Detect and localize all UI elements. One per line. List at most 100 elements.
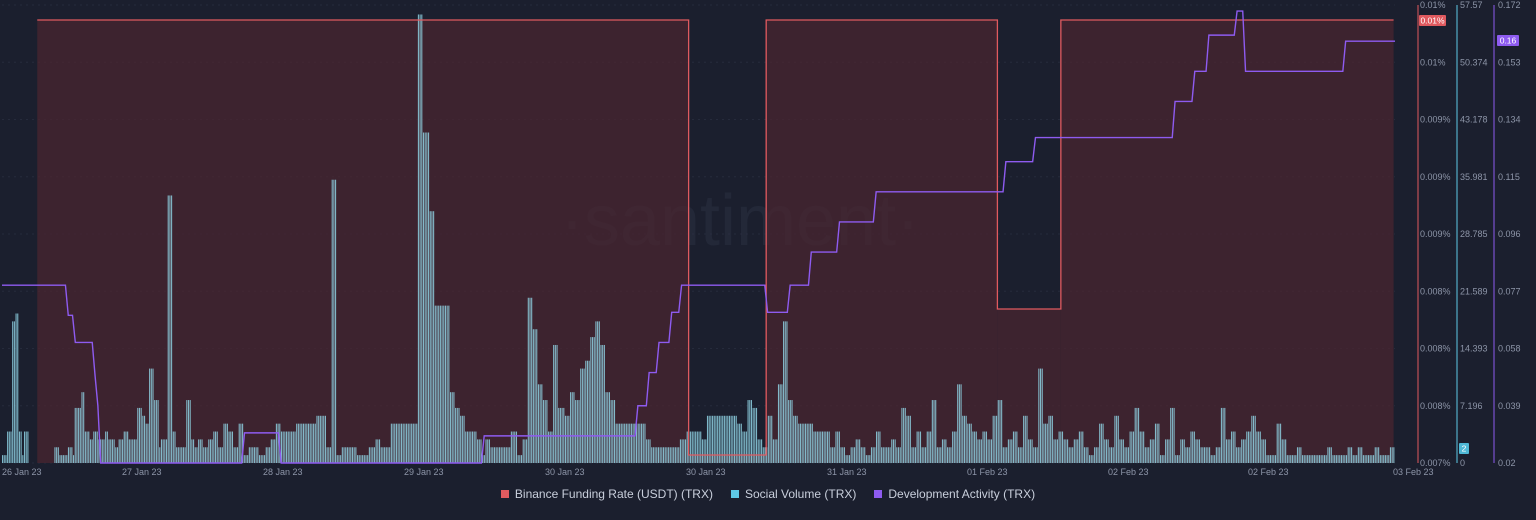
social-volume-bar <box>1117 415 1119 463</box>
x-axis-tick-label: 29 Jan 23 <box>404 467 444 477</box>
social-volume-bar <box>267 447 269 463</box>
social-volume-bar <box>1254 415 1256 463</box>
social-volume-bar <box>88 431 90 463</box>
social-volume-bar <box>460 415 462 463</box>
social-volume-bar <box>1327 447 1329 463</box>
social-volume-bar <box>73 455 75 463</box>
legend-item-social-volume[interactable]: Social Volume (TRX) <box>730 487 856 501</box>
social-volume-bar <box>806 423 808 463</box>
social-volume-bar <box>416 423 418 463</box>
social-volume-bar <box>1263 439 1265 463</box>
legend-item-funding-rate[interactable]: Binance Funding Rate (USDT) (TRX) <box>500 487 713 501</box>
social-volume-bar <box>1188 447 1190 463</box>
social-volume-bar <box>375 439 377 463</box>
social-volume-bar <box>1349 447 1351 463</box>
funding-rate-line <box>37 19 1394 456</box>
social-volume-bar <box>187 400 190 463</box>
social-volume-bar <box>1307 455 1309 463</box>
social-volume-bar <box>1165 439 1167 463</box>
social-volume-bar <box>1190 431 1192 463</box>
social-volume-bar <box>943 439 945 463</box>
social-volume-bar <box>336 455 338 463</box>
social-volume-bar <box>258 455 261 463</box>
social-volume-bar <box>1080 431 1082 463</box>
social-volume-bar <box>1356 455 1358 463</box>
social-volume-bar <box>872 447 874 463</box>
social-volume-bar <box>74 407 76 463</box>
social-volume-bar <box>368 447 370 463</box>
social-volume-bar <box>56 447 58 463</box>
social-volume-bar <box>531 297 533 463</box>
social-volume-bar <box>876 431 878 463</box>
social-volume-bar <box>575 400 577 463</box>
social-volume-bar <box>1132 431 1135 463</box>
social-volume-bar <box>541 384 543 463</box>
social-volume-bar <box>813 431 815 463</box>
social-volume-bar <box>691 431 693 463</box>
legend-item-development-activity[interactable]: Development Activity (TRX) <box>874 487 1035 501</box>
social-volume-bar <box>791 400 793 463</box>
social-volume-bar <box>400 423 403 463</box>
social-volume-bar <box>938 447 940 463</box>
x-axis-tick-label: 03 Feb 23 <box>1393 467 1434 477</box>
social-volume-bar <box>1335 455 1337 463</box>
social-volume-bar <box>551 431 553 463</box>
social-volume-bar <box>1369 455 1371 463</box>
social-volume-axis-tick: 21.589 <box>1460 286 1488 296</box>
social-volume-bar <box>1100 423 1102 463</box>
social-volume-bar <box>568 415 570 463</box>
social-volume-bar <box>490 447 492 463</box>
social-volume-bar <box>1318 455 1321 463</box>
social-volume-bar <box>123 431 125 463</box>
social-volume-bar <box>625 423 627 463</box>
social-volume-bar <box>122 439 124 463</box>
social-volume-bar <box>397 423 399 463</box>
social-volume-bar <box>343 447 345 463</box>
social-volume-bar <box>619 423 621 463</box>
social-volume-bar <box>644 423 646 463</box>
social-volume-bar <box>1036 447 1038 463</box>
social-volume-bar <box>216 431 218 463</box>
social-volume-bar <box>497 447 499 463</box>
social-volume-bar <box>247 455 249 463</box>
social-volume-bar <box>221 447 223 463</box>
social-volume-bar <box>1068 447 1070 463</box>
social-volume-bar <box>879 431 881 463</box>
social-volume-bar <box>1029 439 1031 463</box>
social-volume-bar <box>282 431 284 463</box>
social-volume-bar <box>639 423 641 463</box>
social-volume-bar <box>735 415 737 463</box>
social-volume-bar <box>651 447 653 463</box>
funding-rate-axis-tick: 0.008% <box>1420 286 1451 296</box>
social-volume-bar <box>294 431 296 463</box>
social-volume-bar <box>909 415 911 463</box>
social-volume-bar <box>1046 423 1048 463</box>
social-volume-bar <box>289 431 291 463</box>
social-volume-bar <box>664 447 666 463</box>
social-volume-bar <box>275 423 277 463</box>
social-volume-bar <box>821 431 823 463</box>
social-volume-bar <box>889 447 891 463</box>
social-volume-bar <box>160 439 163 463</box>
social-volume-bar <box>78 407 80 463</box>
social-volume-bar <box>262 455 264 463</box>
social-volume-bar <box>1099 423 1101 463</box>
social-volume-axis-tick: 0 <box>1460 458 1465 468</box>
social-volume-bar <box>272 439 274 463</box>
social-volume-bar <box>1073 439 1075 463</box>
social-volume-bar <box>277 423 279 463</box>
social-volume-bar <box>1332 455 1334 463</box>
social-volume-bar <box>236 447 239 463</box>
social-volume-bar <box>115 447 117 463</box>
social-volume-bar <box>461 415 463 463</box>
social-volume-bar <box>1011 439 1013 463</box>
social-volume-bar <box>1139 431 1141 463</box>
social-volume-bar <box>818 431 820 463</box>
funding-rate-axis-tick: 0.008% <box>1420 344 1451 354</box>
social-volume-bar <box>228 431 230 463</box>
social-volume-bar <box>181 447 183 463</box>
social-volume-bar <box>1168 439 1170 463</box>
social-volume-bar <box>515 431 518 463</box>
social-volume-bar <box>891 439 893 463</box>
social-volume-bar <box>350 447 352 463</box>
